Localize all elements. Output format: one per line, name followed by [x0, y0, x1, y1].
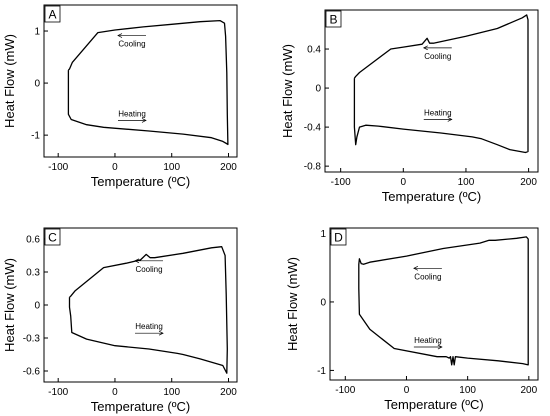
x-tick-label: -100	[48, 387, 68, 398]
dsc-curve	[67, 19, 229, 146]
x-axis-title: Temperature (ºC)	[91, 174, 190, 189]
y-tick-label: 1	[320, 229, 326, 240]
chart-panel-c: -100 0 100 200 -0.6 -0.3 0 0.3 0.6 Temperature (º…	[2, 227, 238, 414]
y-tick-label: 0.4	[307, 45, 321, 56]
y-axis-title: Heat Flow (mW)	[2, 34, 17, 128]
y-tick-label: 0	[34, 79, 40, 90]
arrow-head	[117, 33, 123, 38]
x-tick-label: 0	[404, 385, 410, 396]
y-tick-label: -0.6	[23, 367, 41, 378]
panel-label-a-box	[44, 5, 61, 23]
plot-frame	[43, 227, 238, 383]
panel-label-d: D	[334, 231, 343, 245]
y-tick-label: -0.4	[304, 123, 322, 134]
heating-label: Heating	[135, 322, 163, 331]
x-tick-label: 200	[520, 177, 537, 188]
y-tick-label: 0	[34, 301, 40, 312]
plot-frame	[43, 4, 238, 158]
panel-label-b: B	[329, 13, 337, 27]
dsc-curve	[68, 246, 228, 374]
arrow-head	[413, 265, 419, 271]
y-tick-label: 1	[34, 27, 40, 38]
y-tick-label: -0.3	[23, 334, 41, 345]
y-tick-label: 0.6	[26, 235, 40, 246]
heating-label: Heating	[424, 108, 452, 117]
cooling-label: Cooling	[118, 40, 145, 49]
x-axis-title: Temperature (ºC)	[91, 399, 190, 414]
x-tick-label: 100	[459, 385, 476, 396]
heating-label: Heating	[118, 109, 146, 118]
y-tick-label: 0	[320, 297, 326, 308]
x-tick-label: -100	[48, 162, 68, 173]
y-tick-label: -1	[31, 131, 40, 142]
cooling-label: Cooling	[414, 272, 441, 281]
x-tick-label: -100	[331, 177, 351, 188]
cooling-label: Cooling	[424, 52, 451, 61]
x-tick-label: -100	[335, 385, 355, 396]
chart-panel-b: -100 0 100 200 -0.8 -0.4 0 0.4 Temperature (ºC) H…	[280, 9, 539, 204]
panel-label-c-box	[44, 228, 61, 246]
y-tick-label: -1	[317, 366, 326, 377]
y-tick-label: 0.3	[26, 268, 40, 279]
y-tick-label: 0	[315, 84, 321, 95]
panel-label-a: A	[48, 8, 56, 22]
y-axis-title: Heat Flow (mW)	[285, 257, 300, 351]
heating-label: Heating	[414, 336, 442, 345]
x-tick-label: 200	[220, 162, 237, 173]
plot-frame	[329, 227, 539, 381]
arrow-head	[422, 45, 428, 51]
x-tick-label: 200	[520, 385, 537, 396]
x-tick-label: 0	[112, 387, 118, 398]
panel-label-c: C	[48, 231, 57, 245]
x-axis-title: Temperature (ºC)	[382, 189, 481, 204]
arrow-head	[134, 258, 140, 264]
y-axis-title: Heat Flow (mW)	[280, 44, 295, 138]
x-tick-label: 100	[458, 177, 475, 188]
cooling-label: Cooling	[135, 265, 162, 274]
x-axis-title: Temperature (ºC)	[384, 397, 483, 412]
y-tick-label: -0.8	[304, 162, 322, 173]
y-axis-title: Heat Flow (mW)	[2, 258, 17, 352]
x-tick-label: 200	[220, 387, 237, 398]
arrow-head	[158, 330, 164, 336]
chart-panel-a: -100 0 100 200 -1 0 1 Temperature (ºC) Heat Flow…	[2, 4, 238, 189]
chart-panel-d: -100 0 100 200 -1 0 1 Temperature (ºC) Heat Flow…	[285, 227, 539, 412]
panel-label-d-box	[330, 228, 347, 246]
x-tick-label: 100	[163, 162, 180, 173]
dsc-curve	[358, 236, 529, 366]
arrow-head	[437, 344, 443, 350]
x-tick-label: 100	[163, 387, 180, 398]
panel-label-b-box	[325, 10, 342, 28]
arrow-head	[141, 118, 147, 123]
dsc-curve	[353, 14, 529, 154]
x-tick-label: 0	[112, 162, 118, 173]
arrow-head	[447, 117, 453, 122]
plot-frame	[324, 9, 539, 173]
x-tick-label: 0	[401, 177, 407, 188]
